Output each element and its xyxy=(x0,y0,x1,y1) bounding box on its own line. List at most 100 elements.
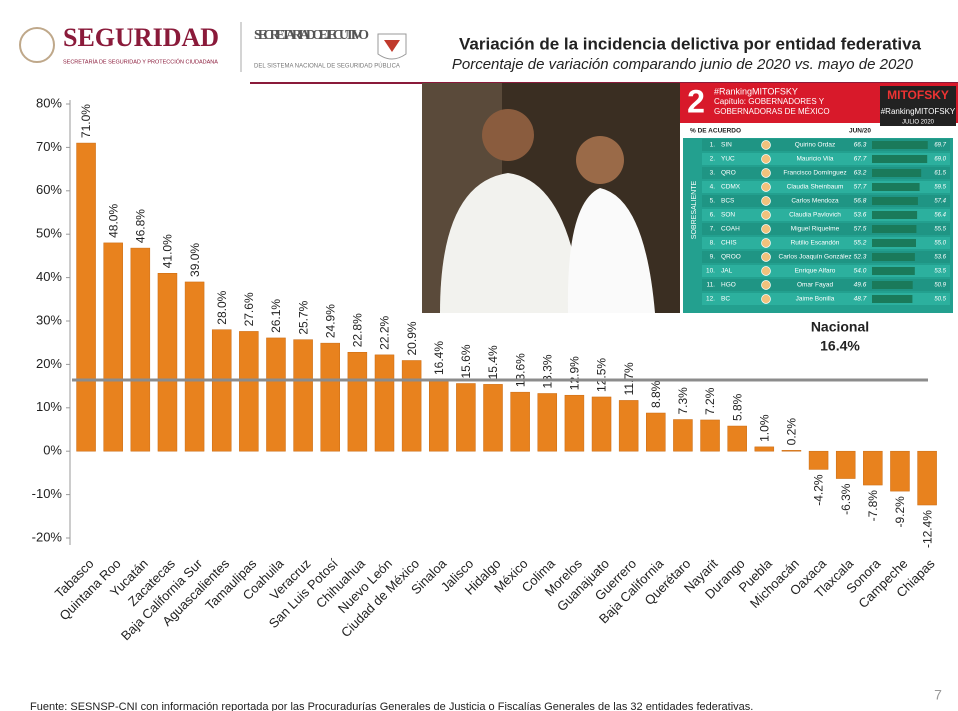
row-bar-value: 59.5 xyxy=(934,185,946,191)
value-label: 1.0% xyxy=(757,414,771,442)
bar xyxy=(211,329,232,452)
bar xyxy=(537,393,558,452)
bar xyxy=(157,273,178,452)
row-bar-value: 55.0 xyxy=(934,241,946,247)
value-label: 15.4% xyxy=(486,345,500,379)
value-label: 27.6% xyxy=(242,292,256,326)
chapter-box: Capítulo: GOBERNADORES Y GOBERNADORAS DE… xyxy=(714,97,830,116)
bar xyxy=(429,379,449,452)
y-tick-label: 0% xyxy=(43,443,62,458)
inset-photo xyxy=(422,83,680,313)
brand-tag: #RankingMITOFSKY xyxy=(881,107,956,116)
reference-value: 16.4% xyxy=(820,338,860,354)
row-bar xyxy=(872,239,916,247)
bar xyxy=(130,247,151,452)
bar xyxy=(591,396,612,452)
row-rank: 10. xyxy=(706,268,715,275)
value-label: 7.3% xyxy=(676,387,690,415)
row-value: 55.2 xyxy=(854,240,867,247)
value-label: 5.8% xyxy=(730,393,744,421)
bar xyxy=(863,450,883,486)
row-avatar xyxy=(761,224,771,234)
col-agree: % DE ACUERDO xyxy=(690,128,741,135)
brand-box xyxy=(880,86,956,126)
source: Fuente: SESNSP-CNI con información repor… xyxy=(30,701,753,711)
row-bar xyxy=(872,295,913,303)
y-tick-label: 40% xyxy=(36,269,62,284)
bar xyxy=(917,450,937,506)
row-bar-value: 69.0 xyxy=(934,157,946,163)
rank-number: 2 xyxy=(687,83,705,119)
value-label: 25.7% xyxy=(296,300,310,334)
bar xyxy=(835,450,856,479)
bar xyxy=(646,412,666,452)
bar xyxy=(483,384,503,452)
row-state: CDMX xyxy=(721,184,741,191)
ranking-card: 2 #RankingMITOFSKY Capítulo: GOBERNADORE… xyxy=(680,83,958,313)
value-label: 48.0% xyxy=(106,204,120,238)
bar xyxy=(510,391,530,452)
row-name: Claudia Sheinbaum xyxy=(787,184,844,191)
value-label: 12.5% xyxy=(595,358,609,392)
row-rank: 8. xyxy=(710,240,716,247)
bar xyxy=(401,360,422,452)
row-state: COAH xyxy=(721,226,740,233)
bar xyxy=(184,281,205,452)
shield-mark xyxy=(384,40,400,52)
row-state: HGO xyxy=(721,282,736,289)
bar xyxy=(618,400,639,452)
row-avatar xyxy=(761,140,771,150)
bar xyxy=(564,394,585,452)
row-state: QROO xyxy=(721,254,741,261)
row-rank: 12. xyxy=(706,296,715,303)
reference-label: Nacional xyxy=(811,319,869,335)
row-bar-value: 53.6 xyxy=(934,255,946,261)
row-bar xyxy=(872,253,915,261)
row-value: 66.3 xyxy=(854,142,867,149)
row-rank: 11. xyxy=(706,282,715,289)
row-name: Claudia Pavlovich xyxy=(789,212,841,219)
row-value: 52.3 xyxy=(854,254,867,261)
bar xyxy=(890,450,910,492)
row-bar-value: 61.5 xyxy=(934,171,946,177)
bar xyxy=(781,450,802,452)
bar xyxy=(320,342,340,452)
value-label: 8.8% xyxy=(649,380,663,408)
y-tick-label: 50% xyxy=(36,226,62,241)
bar xyxy=(266,337,286,452)
value-label: 15.6% xyxy=(459,344,473,378)
row-bar-value: 50.9 xyxy=(934,283,946,289)
row-name: Carlos Joaquín González xyxy=(779,254,852,261)
row-bar xyxy=(872,197,918,205)
value-label: 26.1% xyxy=(269,299,283,333)
row-value: 63.2 xyxy=(854,170,867,177)
bar xyxy=(727,425,747,452)
row-avatar xyxy=(761,252,771,262)
row-state: JAL xyxy=(721,268,733,275)
chart-subtitle: Porcentaje de variación comparando junio… xyxy=(452,56,914,73)
person-head xyxy=(482,109,534,161)
bar xyxy=(103,242,123,452)
row-name: Omar Fayad xyxy=(797,282,834,289)
row-avatar xyxy=(761,182,771,192)
value-label: 13.6% xyxy=(513,353,527,387)
row-value: 49.6 xyxy=(854,282,867,289)
row-bar xyxy=(872,141,928,149)
row-value: 56.8 xyxy=(854,198,867,205)
value-label: 22.8% xyxy=(351,313,365,347)
row-value: 57.7 xyxy=(854,184,867,191)
value-label: -6.3% xyxy=(839,483,853,515)
bar xyxy=(456,383,476,452)
row-value: 67.7 xyxy=(854,156,867,163)
value-label: 22.2% xyxy=(378,315,392,349)
agency: SECRETARIADO EJECUTIVO xyxy=(254,28,369,43)
y-tick-label: 20% xyxy=(36,356,62,371)
chart-title: Variación de la incidencia delictiva por… xyxy=(459,34,922,53)
value-label: 13.3% xyxy=(540,354,554,388)
row-rank: 5. xyxy=(710,198,716,205)
date: JULIO 2020 xyxy=(902,120,935,126)
value-label: -4.2% xyxy=(812,474,826,506)
value-label: 24.9% xyxy=(323,304,337,338)
row-avatar xyxy=(761,280,771,290)
